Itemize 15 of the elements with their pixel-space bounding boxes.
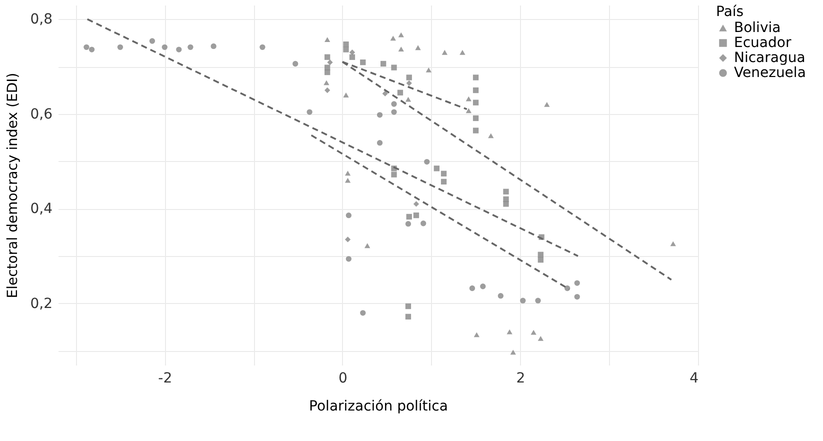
legend-label: Venezuela (734, 65, 806, 81)
x-tick-label: 4 (690, 370, 699, 386)
legend-label: Ecuador (734, 35, 792, 51)
y-tick-label: 0,4 (30, 201, 53, 218)
legend-label: Bolivia (734, 20, 781, 36)
y-axis-title: Electoral democracy index (EDI) (5, 72, 22, 298)
x-axis-title: Polarización política (309, 398, 448, 414)
y-tick-label: 0,8 (30, 12, 52, 28)
x-tick-label: -2 (158, 370, 172, 386)
y-tick-label: 0,2 (30, 296, 52, 312)
legend-label: Nicaragua (734, 50, 806, 66)
y-tick-label: 0,6 (30, 106, 53, 122)
x-tick-label: 0 (338, 370, 348, 386)
x-tick-label: 2 (516, 370, 526, 386)
legend-title: País (716, 4, 744, 20)
